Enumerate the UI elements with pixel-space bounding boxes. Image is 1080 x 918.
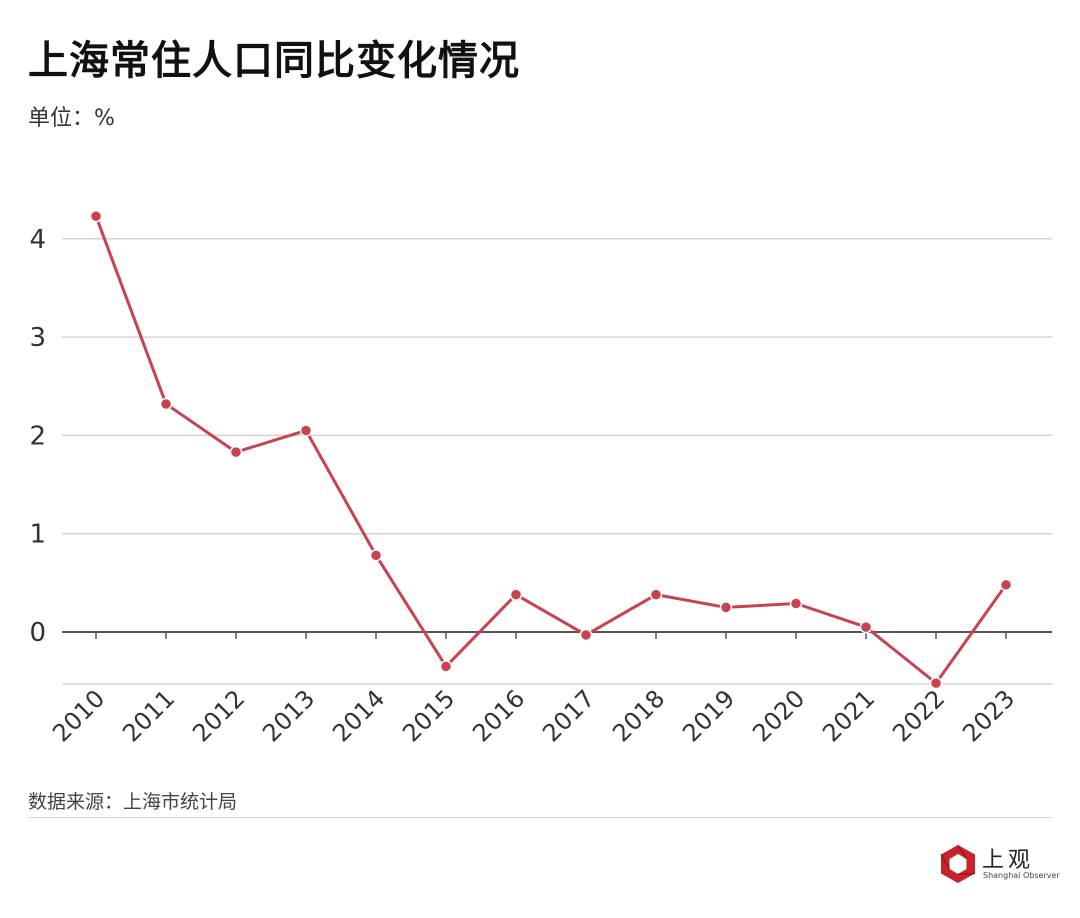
x-tick-label: 2014 xyxy=(327,684,390,747)
footer-divider xyxy=(28,817,1052,818)
series-line xyxy=(94,215,1008,685)
data-point xyxy=(719,601,733,614)
y-tick-label: 3 xyxy=(29,323,46,353)
shanghai-observer-logo: 上观 Shanghai Observer xyxy=(938,842,1060,886)
gridlines xyxy=(62,238,1052,685)
data-source: 数据来源：上海市统计局 xyxy=(28,791,238,813)
x-tick-label: 2010 xyxy=(47,684,110,747)
data-point xyxy=(929,676,943,690)
x-tick-label: 2011 xyxy=(117,684,180,747)
data-point xyxy=(89,209,103,223)
x-tick-label: 2020 xyxy=(747,684,810,747)
data-point xyxy=(369,549,383,562)
data-point xyxy=(999,578,1013,592)
data-series xyxy=(89,209,1013,690)
x-axis xyxy=(62,631,1052,639)
x-tick-label: 2023 xyxy=(957,684,1020,747)
chart-title: 上海常住人口同比变化情况 xyxy=(28,38,520,84)
logo-text: 上观 xyxy=(982,848,1035,873)
data-point xyxy=(439,660,453,673)
data-point xyxy=(509,588,523,601)
x-tick-label: 2018 xyxy=(607,684,670,747)
y-tick-label: 4 xyxy=(29,225,46,255)
data-point xyxy=(579,628,593,642)
data-point xyxy=(789,597,803,610)
data-point xyxy=(859,620,873,634)
data-point xyxy=(159,397,173,411)
x-tick-label: 2013 xyxy=(257,684,320,747)
x-tick-label: 2022 xyxy=(887,684,950,747)
unit-label: 单位：% xyxy=(28,106,115,131)
x-axis-labels: 2010 2011 2012 2013 2014 2015 2016 2017 2018 2019… xyxy=(47,684,1020,747)
hexagon-logo-icon xyxy=(940,844,976,883)
y-tick-label: 2 xyxy=(29,421,46,451)
data-point xyxy=(649,588,663,601)
x-tick-label: 2012 xyxy=(187,684,250,747)
x-tick-label: 2021 xyxy=(817,684,880,747)
x-tick-label: 2016 xyxy=(467,684,530,747)
logo-subtitle: Shanghai Observer xyxy=(983,871,1060,880)
y-tick-label: 1 xyxy=(29,520,46,550)
y-axis-labels: 0 1 2 3 4 xyxy=(29,225,46,648)
x-tick-label: 2017 xyxy=(537,684,600,747)
y-tick-label: 0 xyxy=(29,618,46,648)
data-point xyxy=(299,424,313,437)
x-tick-label: 2015 xyxy=(397,684,460,747)
data-point xyxy=(229,445,243,459)
x-tick-label: 2019 xyxy=(677,684,740,747)
